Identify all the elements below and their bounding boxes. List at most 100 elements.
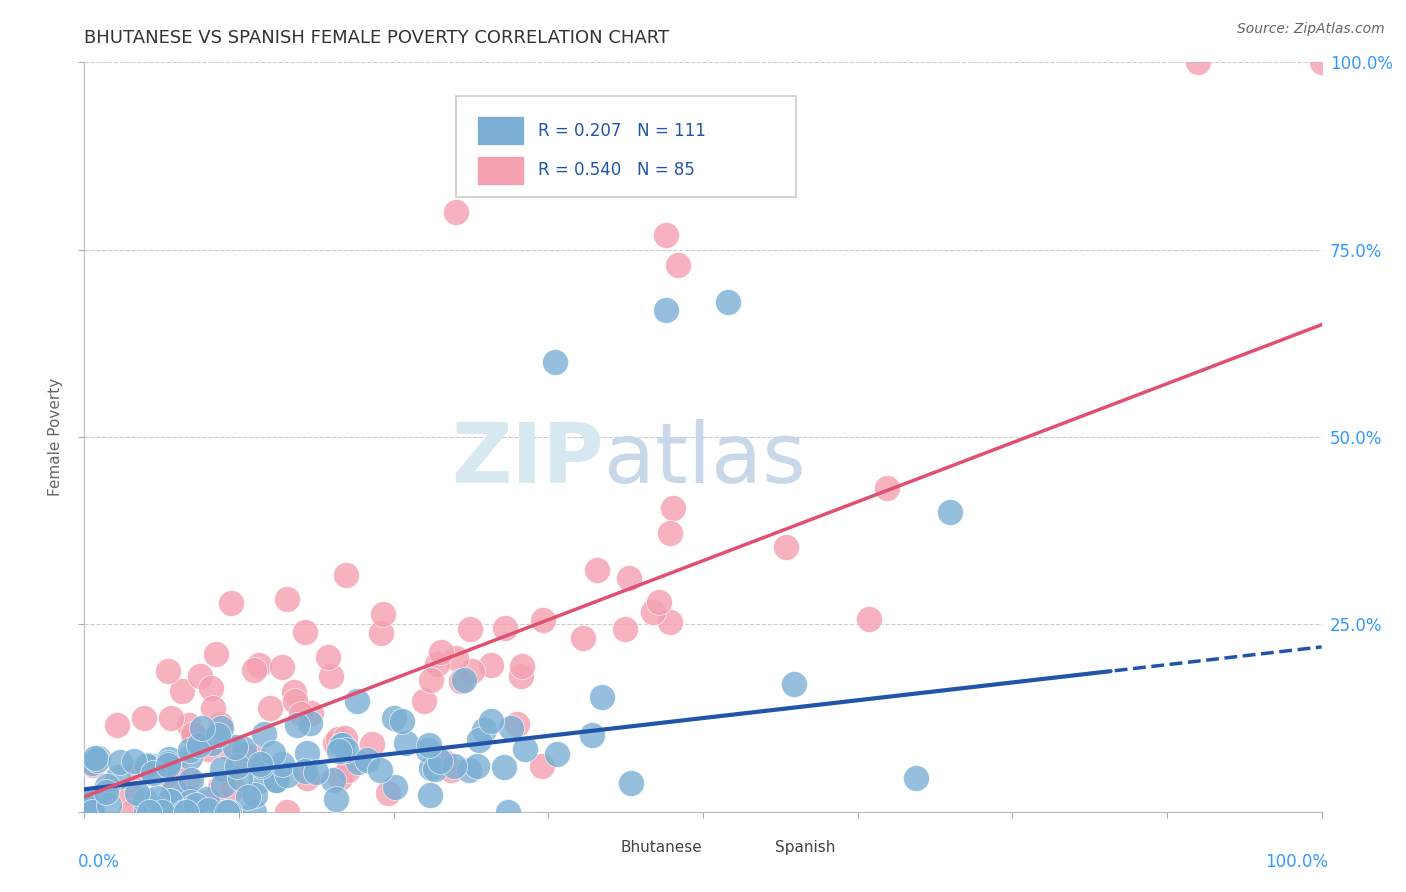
Point [382, 711, 405, 725]
Point [395, 736, 418, 750]
Point [419, 673, 441, 687]
Point [217, 805, 239, 819]
Text: R = 0.540   N = 85: R = 0.540 N = 85 [538, 161, 696, 179]
Point [80, 792, 103, 806]
Text: 100.0%: 100.0% [1265, 853, 1327, 871]
Point [135, 805, 157, 819]
Point [179, 717, 201, 731]
Point [614, 622, 637, 636]
Point [208, 717, 231, 731]
Point [82, 757, 104, 772]
Point [413, 694, 436, 708]
Point [163, 783, 186, 797]
Text: ZIP: ZIP [451, 419, 605, 500]
Point [83, 751, 105, 765]
Point [253, 727, 276, 741]
Point [107, 770, 129, 784]
Point [641, 605, 664, 619]
Point [876, 481, 898, 495]
Text: BHUTANESE VS SPANISH FEMALE POVERTY CORRELATION CHART: BHUTANESE VS SPANISH FEMALE POVERTY CORR… [84, 29, 669, 47]
Point [299, 706, 322, 720]
Text: Bhutanese: Bhutanese [620, 840, 702, 855]
Text: 0.0%: 0.0% [79, 853, 120, 871]
Point [418, 738, 440, 752]
Point [370, 626, 392, 640]
Point [107, 717, 129, 731]
Point [479, 714, 502, 728]
Point [433, 756, 456, 770]
Point [264, 772, 287, 787]
Point [233, 742, 256, 756]
Point [198, 794, 221, 808]
Point [329, 771, 352, 785]
Point [259, 701, 281, 715]
Point [146, 790, 169, 805]
Point [510, 659, 533, 673]
Point [150, 805, 173, 819]
Point [120, 805, 142, 819]
Point [322, 772, 344, 787]
Point [531, 613, 554, 627]
Point [242, 750, 264, 764]
Point [284, 694, 307, 708]
Point [195, 792, 218, 806]
Point [108, 755, 131, 769]
Point [179, 749, 201, 764]
Point [201, 736, 224, 750]
Point [335, 731, 357, 745]
Point [494, 621, 516, 635]
Point [179, 792, 201, 806]
Point [443, 759, 465, 773]
Point [335, 567, 357, 582]
Point [446, 650, 468, 665]
Point [224, 740, 246, 755]
Point [250, 759, 273, 773]
Point [662, 501, 685, 516]
Point [96, 784, 118, 798]
Point [218, 805, 240, 819]
Point [460, 622, 482, 636]
Point [465, 759, 488, 773]
Point [316, 649, 339, 664]
Point [285, 718, 308, 732]
Point [134, 711, 156, 725]
Point [211, 762, 233, 776]
Point [157, 757, 180, 772]
Point [617, 571, 640, 585]
Point [276, 768, 298, 782]
Point [249, 756, 271, 771]
Point [513, 742, 536, 756]
Point [136, 759, 159, 773]
Point [247, 657, 270, 672]
Point [183, 729, 205, 743]
Point [149, 803, 172, 817]
Point [283, 684, 305, 698]
Point [209, 721, 232, 735]
Point [498, 805, 520, 819]
Point [1310, 55, 1333, 70]
Point [717, 295, 740, 310]
Point [426, 657, 449, 671]
Point [453, 673, 475, 687]
Point [80, 756, 103, 770]
Point [186, 797, 208, 812]
Point [82, 805, 104, 819]
Point [179, 743, 201, 757]
Point [136, 758, 159, 772]
Point [346, 694, 368, 708]
Point [294, 624, 316, 639]
Point [162, 776, 184, 790]
Point [179, 795, 201, 809]
Point [444, 205, 467, 219]
Point [243, 788, 266, 802]
Point [180, 799, 202, 814]
Point [197, 803, 219, 817]
FancyBboxPatch shape [721, 840, 762, 855]
Point [591, 690, 613, 705]
Point [305, 765, 328, 780]
Point [337, 763, 360, 777]
Point [96, 780, 118, 794]
FancyBboxPatch shape [477, 116, 523, 145]
Point [250, 773, 273, 788]
Point [326, 731, 349, 746]
